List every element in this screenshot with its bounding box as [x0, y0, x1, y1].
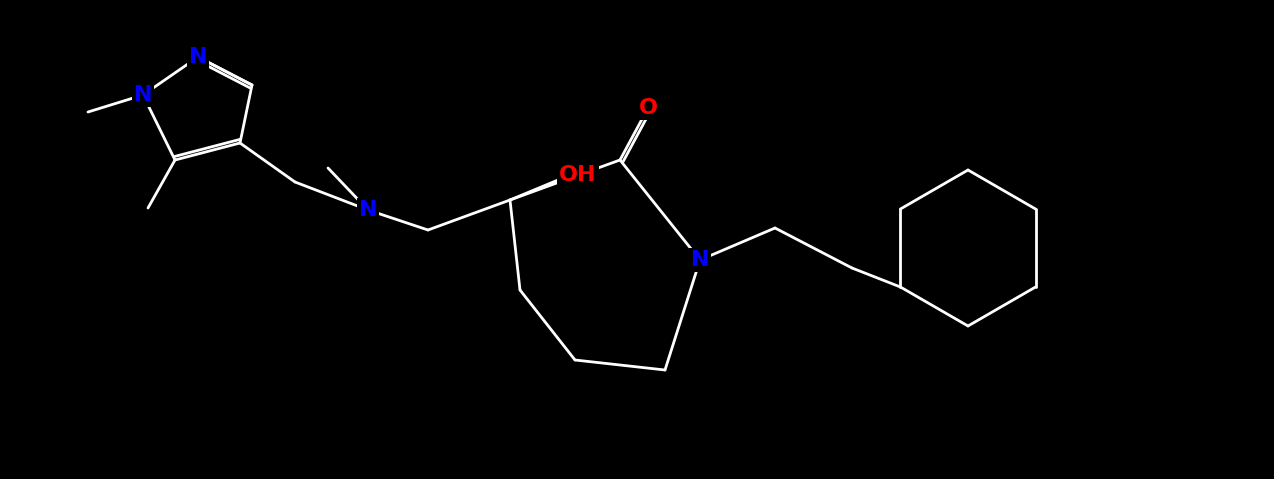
Text: N: N [134, 85, 153, 105]
Text: N: N [359, 200, 377, 220]
Text: OH: OH [559, 165, 596, 185]
Text: O: O [638, 98, 657, 118]
Text: N: N [691, 250, 710, 270]
Text: N: N [189, 47, 208, 67]
